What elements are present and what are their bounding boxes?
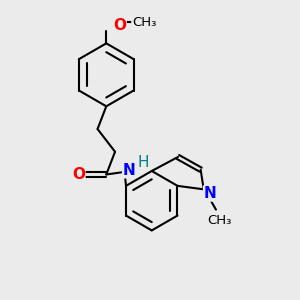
Text: CH₃: CH₃ — [132, 16, 156, 29]
Text: CH₃: CH₃ — [207, 214, 232, 226]
Text: O: O — [113, 18, 126, 33]
Text: N: N — [204, 186, 216, 201]
Text: N: N — [123, 163, 135, 178]
Text: H: H — [138, 155, 149, 170]
Text: O: O — [72, 167, 85, 182]
